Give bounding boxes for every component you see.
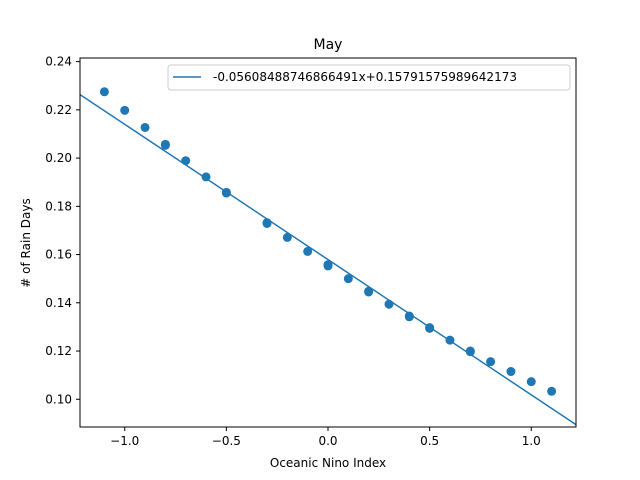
scatter-point — [120, 105, 130, 115]
scatter-point — [465, 347, 475, 357]
scatter-point — [282, 232, 292, 242]
chart-title: May — [314, 37, 343, 53]
scatter-point — [99, 87, 109, 97]
y-tick-label: 0.16 — [45, 248, 72, 262]
scatter-point — [384, 299, 394, 309]
scatter-point — [181, 156, 191, 166]
scatter-point — [364, 287, 374, 297]
legend: -0.05608488746866491x+0.1579157598964217… — [167, 64, 571, 91]
scatter-point — [303, 246, 313, 256]
x-tick-label: 0.0 — [318, 434, 337, 448]
y-tick-label: 0.18 — [45, 199, 72, 213]
scatter-point — [486, 357, 496, 367]
y-tick-label: 0.22 — [45, 103, 72, 117]
y-tick-label: 0.12 — [45, 344, 72, 358]
scatter-point — [323, 261, 333, 271]
scatter-point — [547, 386, 557, 396]
x-axis-label: Oceanic Nino Index — [270, 456, 386, 470]
scatter-point — [262, 218, 272, 228]
scatter-point — [160, 140, 170, 150]
plot-area — [80, 87, 576, 426]
x-tick-label: 0.5 — [420, 434, 439, 448]
scatter-point — [221, 188, 231, 198]
legend-box — [167, 64, 571, 91]
x-tick-label: −0.5 — [212, 434, 241, 448]
legend-entry-fit-line: -0.05608488746866491x+0.1579157598964217… — [213, 70, 517, 84]
x-tick-label: −1.0 — [110, 434, 139, 448]
y-tick-label: 0.10 — [45, 392, 72, 406]
fit-line — [80, 93, 576, 426]
y-tick-label: 0.24 — [45, 55, 72, 69]
y-tick-label: 0.20 — [45, 151, 72, 165]
scatter-point — [526, 377, 536, 387]
scatter-point — [425, 323, 435, 333]
scatter-point — [343, 274, 353, 284]
scatter-point — [506, 367, 516, 377]
scatter-point — [140, 122, 150, 132]
scatter-point — [445, 335, 455, 345]
axes: −1.0 −0.5 0.0 0.5 1.0 0.10 0.12 0.14 0.16 0.18 0.2… — [45, 55, 577, 448]
x-tick-label: 1.0 — [522, 434, 541, 448]
y-axis-label: # of Rain Days — [19, 198, 33, 287]
y-tick-label: 0.14 — [45, 296, 72, 310]
scatter-point — [201, 172, 211, 182]
scatter-point — [404, 312, 414, 322]
